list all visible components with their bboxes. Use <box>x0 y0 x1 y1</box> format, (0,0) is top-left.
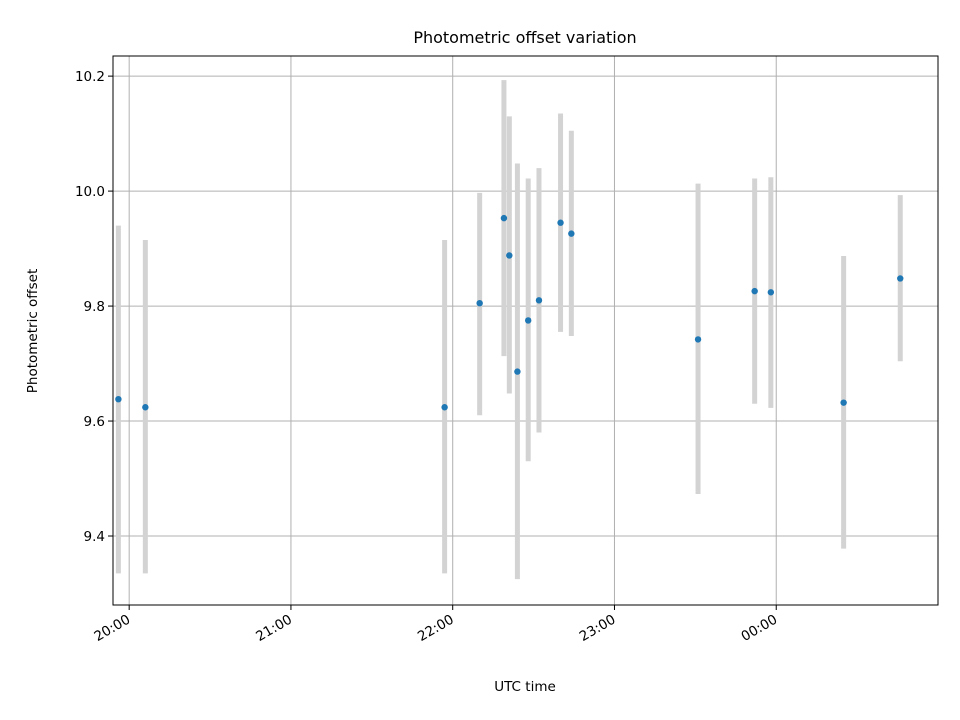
y-tick-label: 9.6 <box>84 414 105 430</box>
data-point <box>441 404 448 411</box>
data-points <box>115 214 904 411</box>
data-point <box>524 317 532 324</box>
x-tick-label: 22:00 <box>415 612 457 645</box>
data-point <box>514 368 521 375</box>
data-point <box>840 399 847 406</box>
data-point <box>767 289 775 296</box>
error-bars <box>115 80 903 580</box>
chart-title: Photometric offset variation <box>413 28 636 47</box>
x-tick-label: 00:00 <box>739 612 781 645</box>
x-axis-ticks: 20:00 21:00 22:00 23:00 00:00 <box>91 605 780 645</box>
data-point <box>897 275 904 282</box>
y-axis-label: Photometric offset <box>25 269 41 393</box>
y-axis-ticks: 9.4 9.6 9.8 10.0 10.2 <box>75 69 113 545</box>
x-tick-label: 23:00 <box>577 612 619 645</box>
plot-frame <box>112 55 939 606</box>
y-tick-label: 10.0 <box>75 184 105 200</box>
grid <box>113 56 938 605</box>
data-point <box>476 299 483 307</box>
data-point <box>694 336 702 343</box>
data-point <box>500 214 508 222</box>
data-point <box>535 297 543 304</box>
x-tick-label: 21:00 <box>253 612 295 645</box>
x-tick-label: 20:00 <box>91 612 133 645</box>
x-axis-label: UTC time <box>494 679 556 695</box>
data-point <box>142 404 149 411</box>
data-point <box>568 230 575 237</box>
data-point <box>557 219 564 226</box>
data-point <box>506 252 513 259</box>
data-point <box>751 287 758 295</box>
y-tick-label: 9.4 <box>84 529 105 545</box>
data-point <box>115 395 122 403</box>
y-tick-label: 9.8 <box>84 299 105 315</box>
y-tick-label: 10.2 <box>75 69 105 85</box>
